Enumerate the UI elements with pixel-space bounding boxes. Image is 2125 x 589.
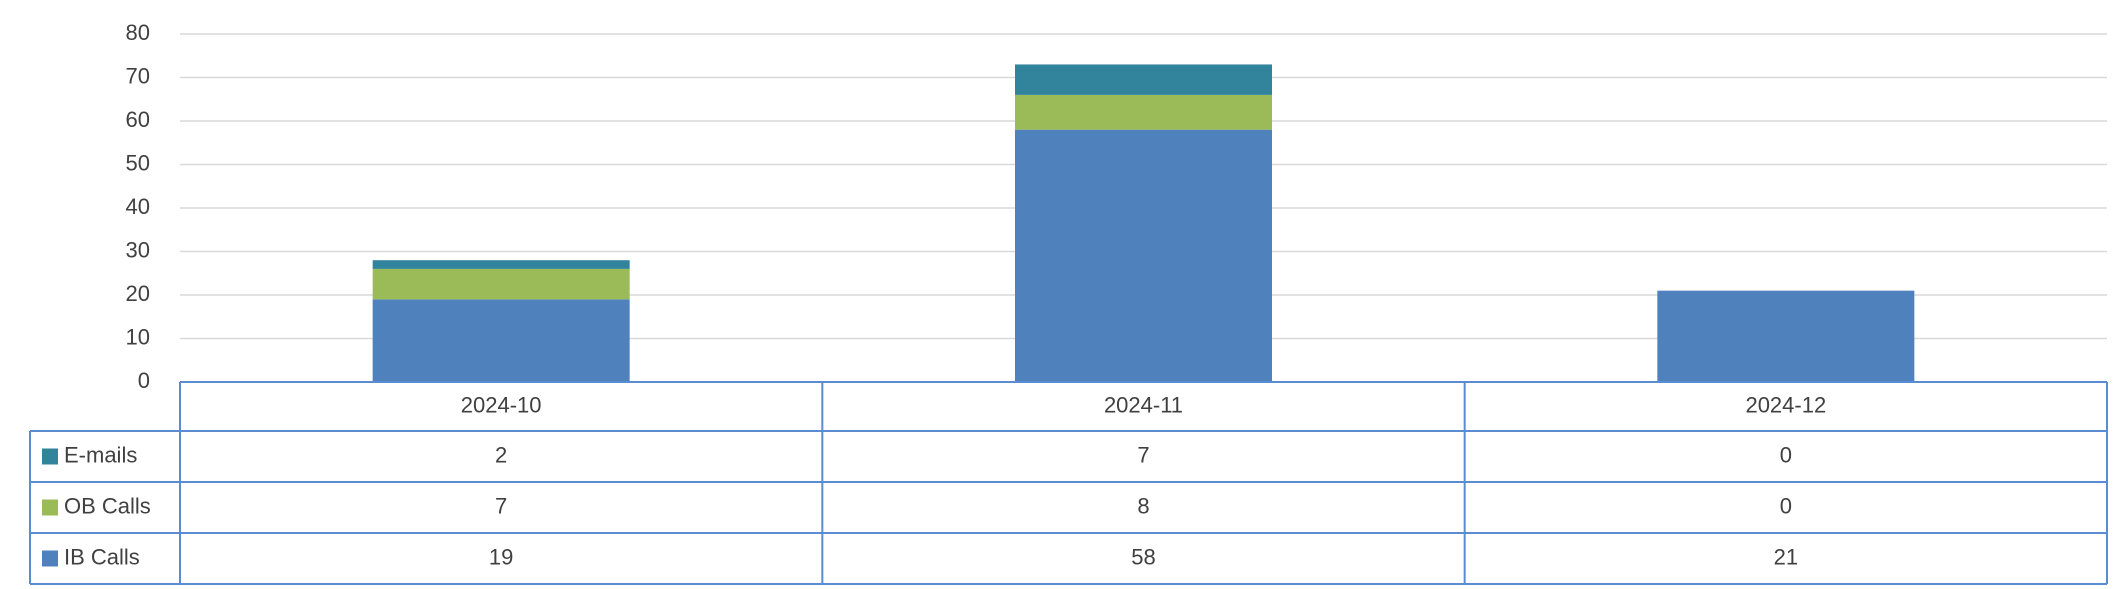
table-value: 8	[1137, 493, 1149, 518]
legend-label: IB Calls	[64, 544, 140, 569]
x-tick-label: 2024-11	[1104, 392, 1183, 417]
bar-segment	[1015, 94, 1272, 130]
bar-segment	[1015, 64, 1272, 95]
table-value: 58	[1131, 544, 1155, 569]
table-value: 21	[1774, 544, 1798, 569]
legend-key	[42, 550, 58, 567]
y-tick-label: 10	[126, 324, 150, 349]
table-value: 2	[495, 442, 507, 467]
legend-label: E-mails	[64, 442, 137, 467]
y-tick-label: 20	[126, 281, 150, 306]
y-tick-label: 0	[138, 368, 150, 393]
legend-key	[42, 499, 58, 516]
table-value: 0	[1780, 442, 1792, 467]
y-tick-label: 50	[126, 150, 150, 175]
legend-key	[42, 448, 58, 465]
x-tick-label: 2024-12	[1745, 392, 1826, 417]
table-value: 19	[489, 544, 513, 569]
x-tick-label: 2024-10	[461, 392, 542, 417]
table-value: 0	[1780, 493, 1792, 518]
y-tick-label: 70	[126, 63, 150, 88]
table-value: 7	[1137, 442, 1149, 467]
bar-segment	[372, 299, 630, 382]
y-tick-label: 60	[126, 107, 150, 132]
bar-segment	[372, 260, 630, 269]
bar-segment	[1657, 290, 1915, 382]
legend-label: OB Calls	[64, 493, 151, 518]
y-tick-label: 40	[126, 194, 150, 219]
bar-segment	[1015, 129, 1272, 382]
bar-segment	[372, 268, 630, 300]
y-tick-label: 80	[126, 20, 150, 45]
table-value: 7	[495, 493, 507, 518]
y-tick-label: 30	[126, 237, 150, 262]
